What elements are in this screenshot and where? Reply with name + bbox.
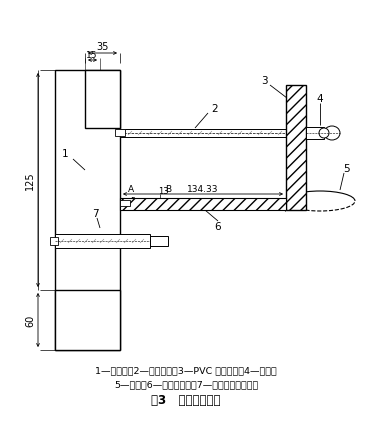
- Text: 6: 6: [215, 222, 221, 231]
- Bar: [286, 86, 306, 211]
- Text: 7: 7: [92, 208, 98, 219]
- Bar: [85, 71, 120, 129]
- Text: 3: 3: [261, 76, 267, 86]
- Text: 1—夹具体；2—紧固螺杆；3—PVC 导管压板；4—螺母；: 1—夹具体；2—紧固螺杆；3—PVC 导管压板；4—螺母；: [95, 366, 277, 374]
- Bar: [120, 198, 286, 211]
- Text: 5—导管；6—导管定位板；7—定位板压紧螺钉。: 5—导管；6—导管定位板；7—定位板压紧螺钉。: [114, 380, 258, 389]
- Text: A: A: [128, 185, 134, 194]
- Text: 图3   导管修整工装: 图3 导管修整工装: [151, 394, 221, 406]
- Text: 4: 4: [317, 94, 323, 104]
- Text: 2: 2: [212, 104, 218, 114]
- Bar: [120, 201, 130, 207]
- Bar: [120, 130, 286, 138]
- Text: 15: 15: [86, 51, 98, 60]
- Text: 60: 60: [25, 314, 35, 326]
- Bar: [306, 128, 324, 140]
- Ellipse shape: [319, 129, 329, 139]
- Text: 1: 1: [62, 148, 68, 159]
- Bar: [115, 130, 125, 137]
- Bar: [55, 234, 150, 248]
- Bar: [55, 71, 120, 350]
- Text: 134.33: 134.33: [187, 184, 219, 193]
- Text: 35: 35: [96, 42, 108, 52]
- Text: B: B: [165, 185, 171, 194]
- Bar: [55, 290, 120, 350]
- Text: 13: 13: [158, 187, 168, 196]
- Text: 125: 125: [25, 171, 35, 190]
- Ellipse shape: [324, 127, 340, 141]
- Bar: [150, 237, 168, 247]
- Text: 5: 5: [131, 197, 135, 206]
- Text: 5: 5: [344, 164, 350, 173]
- Bar: [50, 237, 58, 245]
